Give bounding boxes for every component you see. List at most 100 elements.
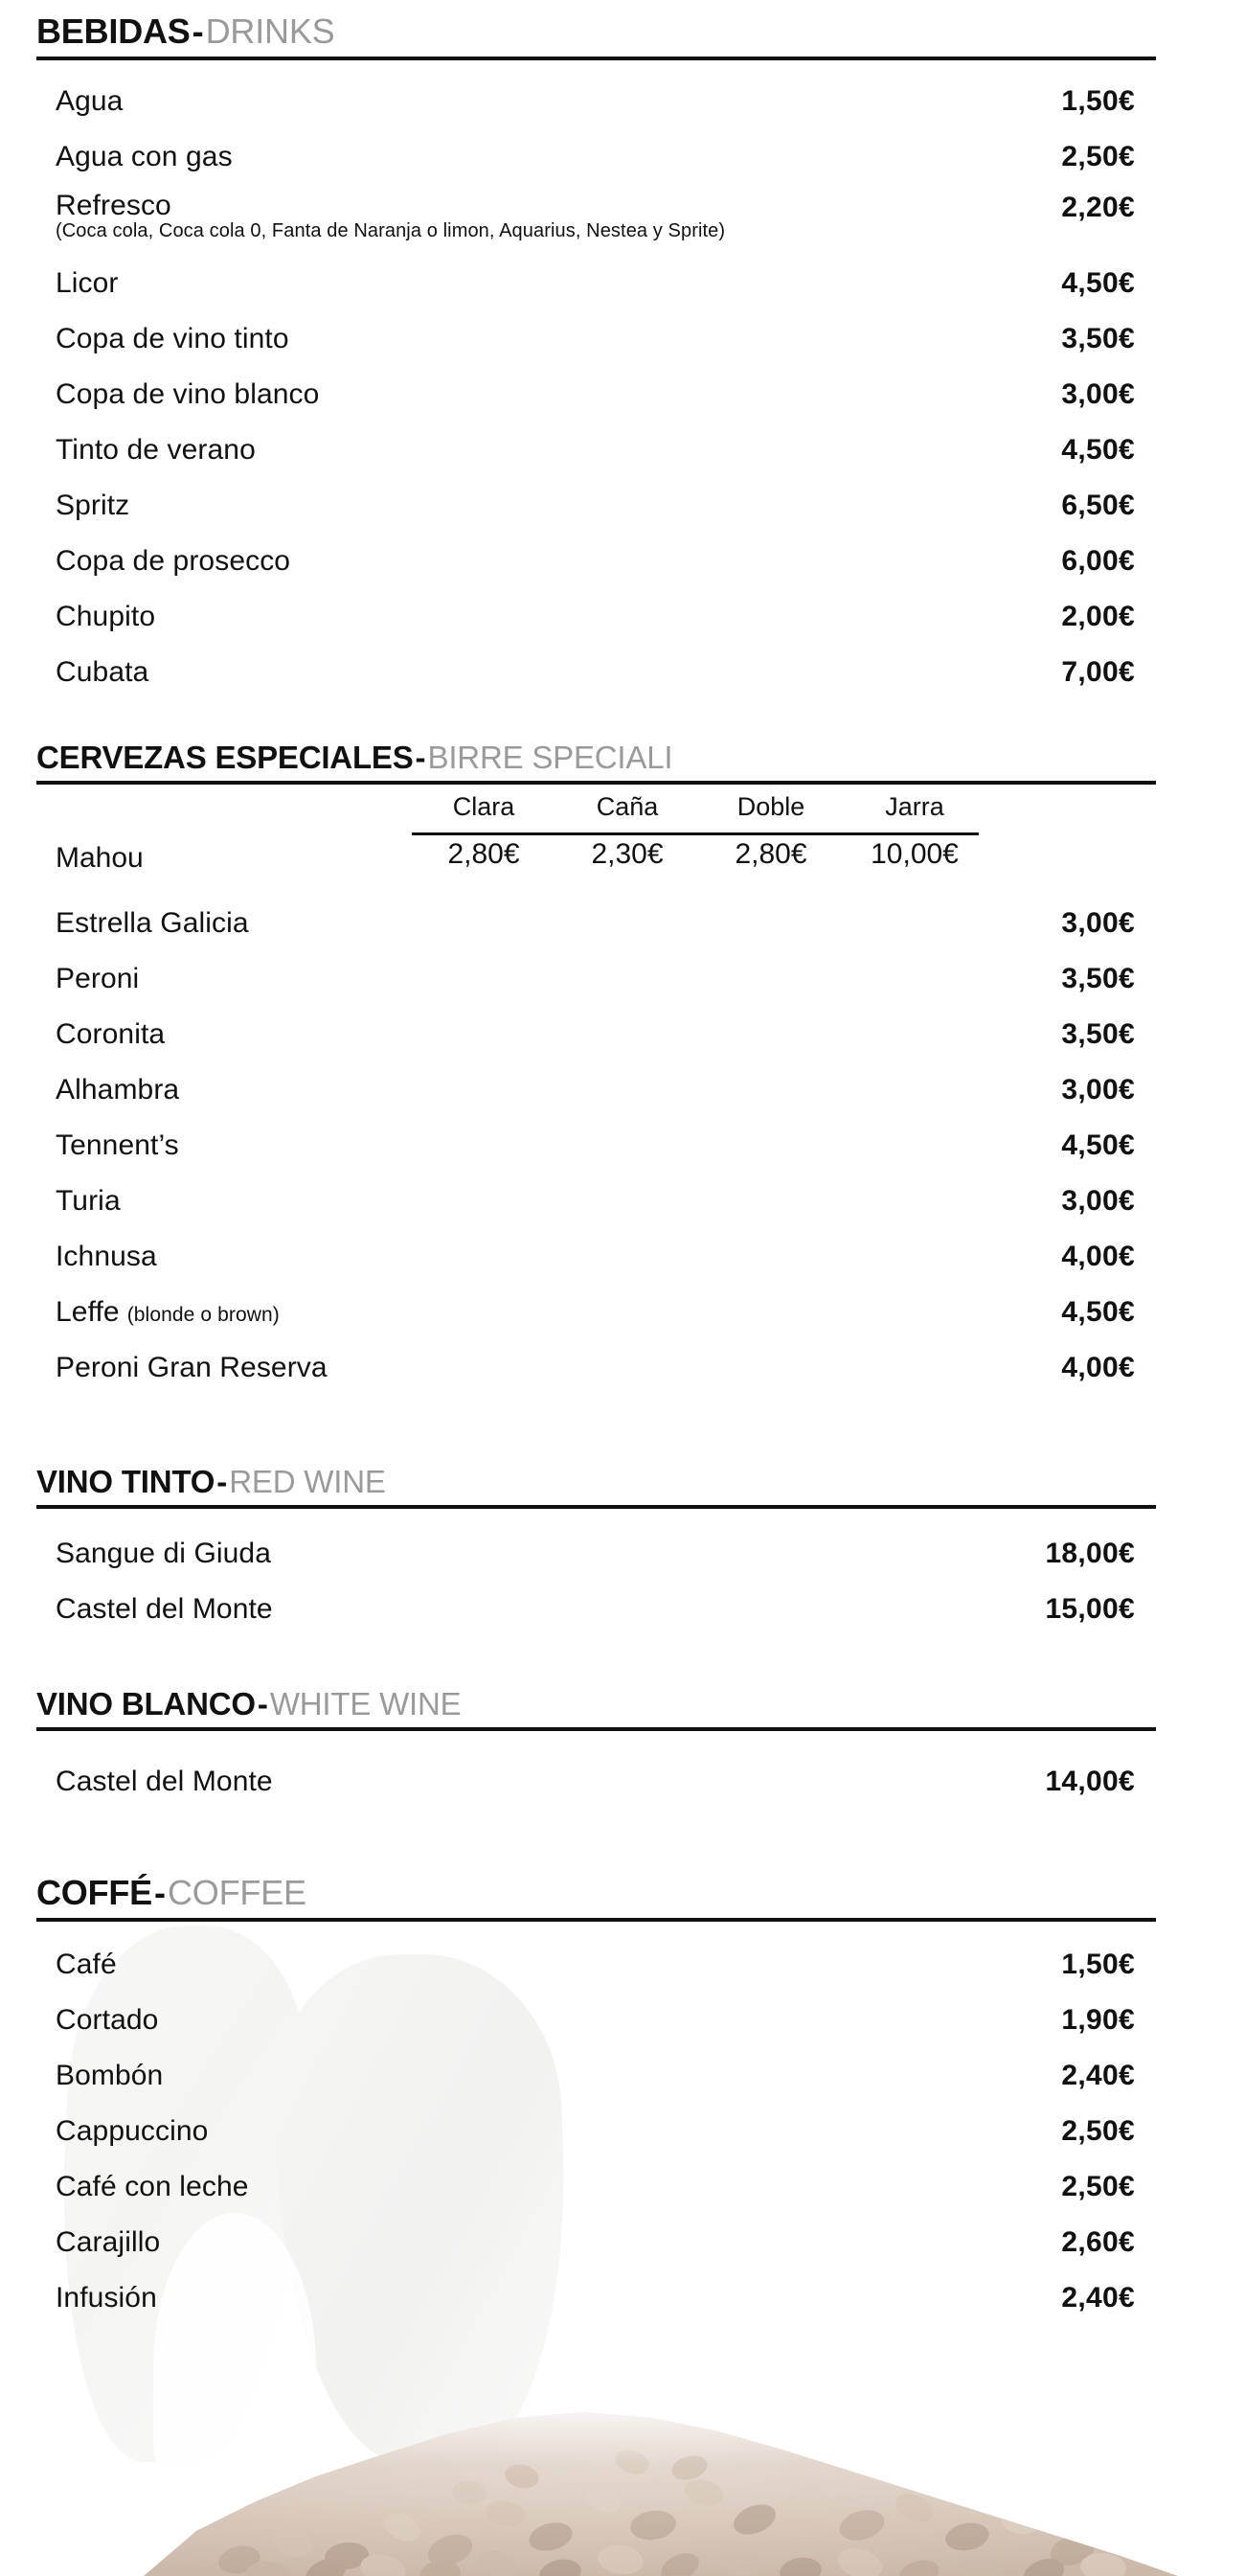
- item-list-coffe: Café 1,50€ Cortado 1,90€ Bombón 2,40€ Ca…: [0, 1937, 1245, 2326]
- item-name: Refresco: [56, 190, 171, 221]
- item-price: 4,00€: [1061, 1352, 1135, 1383]
- item-name: Agua con gas: [56, 141, 233, 172]
- item-price: 15,00€: [1045, 1593, 1135, 1625]
- section-vino-blanco: VINO BLANCO-WHITE WINE Castel del Monte …: [0, 1686, 1245, 1810]
- section-vino-tinto: VINO TINTO-RED WINE Sangue di Giuda 18,0…: [0, 1464, 1245, 1637]
- section-title-main: BEBIDAS: [36, 11, 191, 51]
- menu-row: Agua con gas 2,50€: [0, 129, 1245, 185]
- item-price: 3,00€: [1061, 1074, 1135, 1106]
- menu-row: Alhambra 3,00€: [0, 1062, 1245, 1118]
- section-title-separator: -: [415, 740, 426, 775]
- matrix-header-rule: [412, 832, 979, 835]
- section-header-vino-blanco: VINO BLANCO-WHITE WINE: [36, 1686, 1156, 1731]
- item-name: Cappuccino: [56, 2115, 209, 2147]
- item-name: Bombón: [56, 2060, 164, 2091]
- menu-row: Turia 3,00€: [0, 1174, 1245, 1229]
- menu-row: Cubata 7,00€: [0, 645, 1245, 700]
- matrix-header-row: Clara Caña Doble Jarra: [412, 792, 986, 822]
- section-title-sub: RED WINE: [229, 1464, 386, 1499]
- section-title-sub: BIRRE SPECIALI: [427, 740, 673, 775]
- item-name: Alhambra: [56, 1074, 180, 1106]
- item-price: 2,50€: [1061, 2115, 1135, 2147]
- item-name: Copa de vino tinto: [56, 323, 289, 354]
- item-name: Tennent’s: [56, 1129, 179, 1161]
- menu-row: Estrella Galicia 3,00€: [0, 896, 1245, 951]
- item-price: 6,00€: [1061, 545, 1135, 577]
- item-name: Cubata: [56, 656, 149, 688]
- item-name: Agua: [56, 85, 124, 117]
- item-list-bebidas: Agua 1,50€ Agua con gas 2,50€ Refresco (…: [0, 74, 1245, 700]
- section-title-separator: -: [216, 1464, 228, 1499]
- item-name: Chupito: [56, 601, 156, 632]
- menu-row: Licor 4,50€: [0, 256, 1245, 311]
- item-name: Cortado: [56, 2004, 159, 2036]
- menu-row: Castel del Monte 15,00€: [0, 1582, 1245, 1637]
- item-name: Estrella Galicia: [56, 907, 249, 939]
- section-cervezas-especiales: CERVEZAS ESPECIALES-BIRRE SPECIALI Mahou…: [0, 740, 1245, 1396]
- menu-row: Copa de prosecco 6,00€: [0, 534, 1245, 589]
- item-name: Infusión: [56, 2282, 157, 2314]
- item-price: 3,00€: [1061, 378, 1135, 410]
- item-name: Licor: [56, 267, 119, 299]
- item-price: 2,40€: [1061, 2060, 1135, 2091]
- section-title-sub: WHITE WINE: [269, 1686, 462, 1721]
- item-price: 4,50€: [1061, 434, 1135, 466]
- section-title-separator: -: [154, 1873, 166, 1912]
- menu-row: Chupito 2,00€: [0, 589, 1245, 645]
- item-name: Copa de prosecco: [56, 545, 291, 577]
- item-price: 1,50€: [1061, 85, 1135, 117]
- item-name: Sangue di Giuda: [56, 1538, 272, 1569]
- item-list-vino-tinto: Sangue di Giuda 18,00€ Castel del Monte …: [0, 1526, 1245, 1637]
- matrix-col-header: Jarra: [885, 792, 944, 821]
- item-name: Peroni: [56, 963, 140, 994]
- matrix-price: 2,30€: [591, 838, 664, 870]
- matrix-price: 10,00€: [871, 838, 959, 870]
- matrix-col-header: Clara: [452, 792, 515, 821]
- menu-row: Bombón 2,40€: [0, 2048, 1245, 2104]
- section-title-sub: DRINKS: [205, 11, 335, 51]
- item-price: 3,50€: [1061, 963, 1135, 994]
- item-price: 4,00€: [1061, 1241, 1135, 1272]
- menu-row: Sangue di Giuda 18,00€: [0, 1526, 1245, 1582]
- menu-row: Tinto de verano 4,50€: [0, 422, 1245, 478]
- item-price: 3,00€: [1061, 907, 1135, 939]
- menu-row: Infusión 2,40€: [0, 2270, 1245, 2326]
- menu-row: Coronita 3,50€: [0, 1007, 1245, 1062]
- item-price: 14,00€: [1045, 1766, 1135, 1797]
- section-title-main: VINO TINTO: [36, 1464, 215, 1499]
- item-name: Copa de vino blanco: [56, 378, 320, 410]
- menu-row: Café 1,50€: [0, 1937, 1245, 1993]
- matrix-col-header: Doble: [736, 792, 805, 821]
- item-name: Tinto de verano: [56, 434, 256, 466]
- menu-row: Peroni Gran Reserva 4,00€: [0, 1340, 1245, 1396]
- section-header-bebidas: BEBIDAS-DRINKS: [36, 11, 1156, 60]
- item-price: 3,50€: [1061, 1018, 1135, 1050]
- item-price: 4,50€: [1061, 267, 1135, 299]
- item-name: Café con leche: [56, 2171, 249, 2202]
- menu-row: Ichnusa 4,00€: [0, 1229, 1245, 1285]
- menu-row: Agua 1,50€: [0, 74, 1245, 129]
- section-header-vino-tinto: VINO TINTO-RED WINE: [36, 1464, 1156, 1509]
- item-price: 18,00€: [1045, 1538, 1135, 1569]
- menu-row: Café con leche 2,50€: [0, 2159, 1245, 2215]
- item-name: Coronita: [56, 1018, 166, 1050]
- item-name: Castel del Monte: [56, 1766, 273, 1797]
- menu-row: Refresco (Coca cola, Coca cola 0, Fanta …: [0, 185, 1245, 256]
- item-price: 2,40€: [1061, 2282, 1135, 2314]
- item-name: Café: [56, 1949, 117, 1980]
- section-title-separator: -: [192, 11, 204, 51]
- menu-row: Peroni 3,50€: [0, 951, 1245, 1007]
- menu-row: Castel del Monte 14,00€: [0, 1754, 1245, 1810]
- item-name-main: Leffe: [56, 1296, 120, 1328]
- item-name: Turia: [56, 1185, 121, 1217]
- item-price: 1,50€: [1061, 1949, 1135, 1980]
- item-price: 3,00€: [1061, 1185, 1135, 1217]
- item-price: 2,60€: [1061, 2226, 1135, 2258]
- item-price: 4,50€: [1061, 1129, 1135, 1161]
- item-price: 2,50€: [1061, 141, 1135, 172]
- item-price: 7,00€: [1061, 656, 1135, 688]
- section-coffe: COFFÉ-COFFEE Café 1,50€ Cortado 1,90€ Bo…: [0, 1873, 1245, 2326]
- menu-row: Leffe (blonde o brown) 4,50€: [0, 1285, 1245, 1340]
- item-description: (Coca cola, Coca cola 0, Fanta de Naranj…: [56, 220, 726, 241]
